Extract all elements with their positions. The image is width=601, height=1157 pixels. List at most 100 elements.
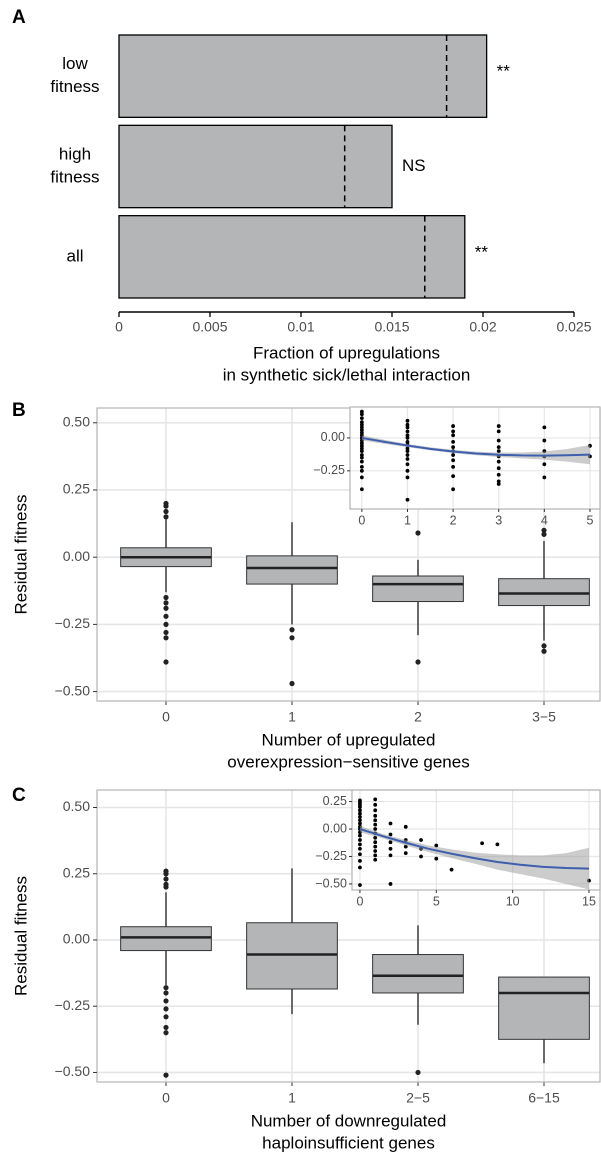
point	[373, 818, 378, 823]
bar	[118, 124, 393, 209]
y-tick-label: 0.25	[63, 481, 90, 497]
outlier	[163, 998, 169, 1004]
y-tick-label: −0.25	[55, 997, 91, 1013]
panel-letter: A	[12, 7, 26, 28]
point	[403, 824, 408, 829]
outlier	[163, 871, 169, 877]
y-tick-label: −0.25	[55, 615, 91, 631]
point	[542, 438, 547, 443]
outlier	[289, 680, 295, 687]
point	[359, 449, 364, 453]
point	[359, 455, 364, 460]
point	[405, 446, 410, 451]
point	[434, 843, 439, 848]
outlier	[163, 621, 169, 627]
point	[449, 867, 454, 872]
plot-frame	[96, 789, 601, 1083]
point	[358, 852, 362, 857]
category-label: fitness	[50, 167, 99, 186]
point	[405, 453, 410, 457]
x-tick-label: 5	[433, 894, 440, 908]
y-tick-label: 0.25	[323, 794, 347, 808]
x-tick-label: 1	[288, 709, 296, 725]
x-axis-title: haploinsufficient genes	[262, 1133, 435, 1152]
box	[372, 954, 464, 994]
outlier	[163, 605, 169, 611]
point	[480, 841, 485, 846]
x-tick-label: 3	[495, 513, 502, 527]
y-tick-label: 0.50	[63, 413, 90, 429]
point	[359, 422, 364, 427]
point	[359, 425, 364, 430]
point	[359, 468, 364, 473]
point	[496, 482, 501, 486]
outlier	[163, 594, 169, 601]
outlier	[415, 659, 421, 665]
point	[451, 445, 456, 450]
point	[373, 853, 378, 858]
point	[359, 446, 364, 451]
x-tick-label: 6−15	[528, 1090, 560, 1106]
point	[373, 822, 378, 827]
point	[359, 453, 364, 457]
x-tick-label: 4	[541, 513, 548, 527]
point	[359, 459, 364, 464]
x-axis-title: in synthetic sick/lethal interaction	[223, 365, 471, 384]
point	[359, 428, 364, 432]
point	[359, 416, 364, 421]
point	[451, 429, 456, 434]
x-tick-label: 0.005	[192, 319, 227, 335]
point	[496, 466, 501, 471]
x-tick-label: 5	[586, 513, 593, 527]
point	[359, 412, 364, 417]
outlier	[163, 629, 169, 636]
x-tick-label: 0	[358, 513, 365, 527]
point	[419, 838, 423, 842]
box	[246, 555, 338, 585]
point	[419, 854, 423, 859]
y-tick-label: 0.00	[63, 548, 90, 564]
point	[542, 425, 547, 430]
point	[358, 805, 362, 809]
x-tick-label: 15	[582, 894, 596, 908]
point	[358, 808, 362, 813]
point	[495, 842, 500, 847]
x-tick-label: 2−5	[406, 1090, 430, 1106]
y-tick-label: 0.25	[63, 864, 90, 880]
x-tick-label: 0	[356, 894, 363, 908]
point	[405, 449, 410, 453]
point	[451, 458, 456, 463]
point	[359, 430, 364, 435]
box	[372, 575, 464, 603]
fit-line	[359, 828, 590, 870]
point	[405, 429, 410, 434]
confidence-band	[361, 435, 590, 465]
outlier	[163, 635, 169, 641]
point	[496, 472, 501, 477]
point	[405, 462, 410, 467]
point	[358, 811, 362, 816]
point	[405, 457, 410, 461]
box	[246, 922, 338, 990]
outlier	[163, 514, 169, 520]
point	[405, 433, 410, 438]
point	[542, 475, 547, 480]
y-tick-label: −0.50	[55, 1063, 91, 1079]
x-tick-label: 2	[414, 709, 422, 725]
point	[451, 453, 456, 457]
point	[373, 857, 378, 862]
y-tick-label: −0.50	[315, 876, 347, 890]
significance-label: **	[475, 242, 489, 261]
outlier	[163, 1024, 169, 1031]
outlier	[415, 530, 421, 536]
outlier	[541, 643, 547, 649]
x-tick-label: 2	[450, 513, 457, 527]
point	[451, 424, 456, 428]
x-tick-label: 1	[404, 513, 411, 527]
point	[358, 818, 362, 823]
point	[451, 474, 456, 478]
point	[358, 833, 362, 838]
outlier	[541, 648, 547, 654]
y-tick-label: −0.50	[55, 682, 91, 698]
